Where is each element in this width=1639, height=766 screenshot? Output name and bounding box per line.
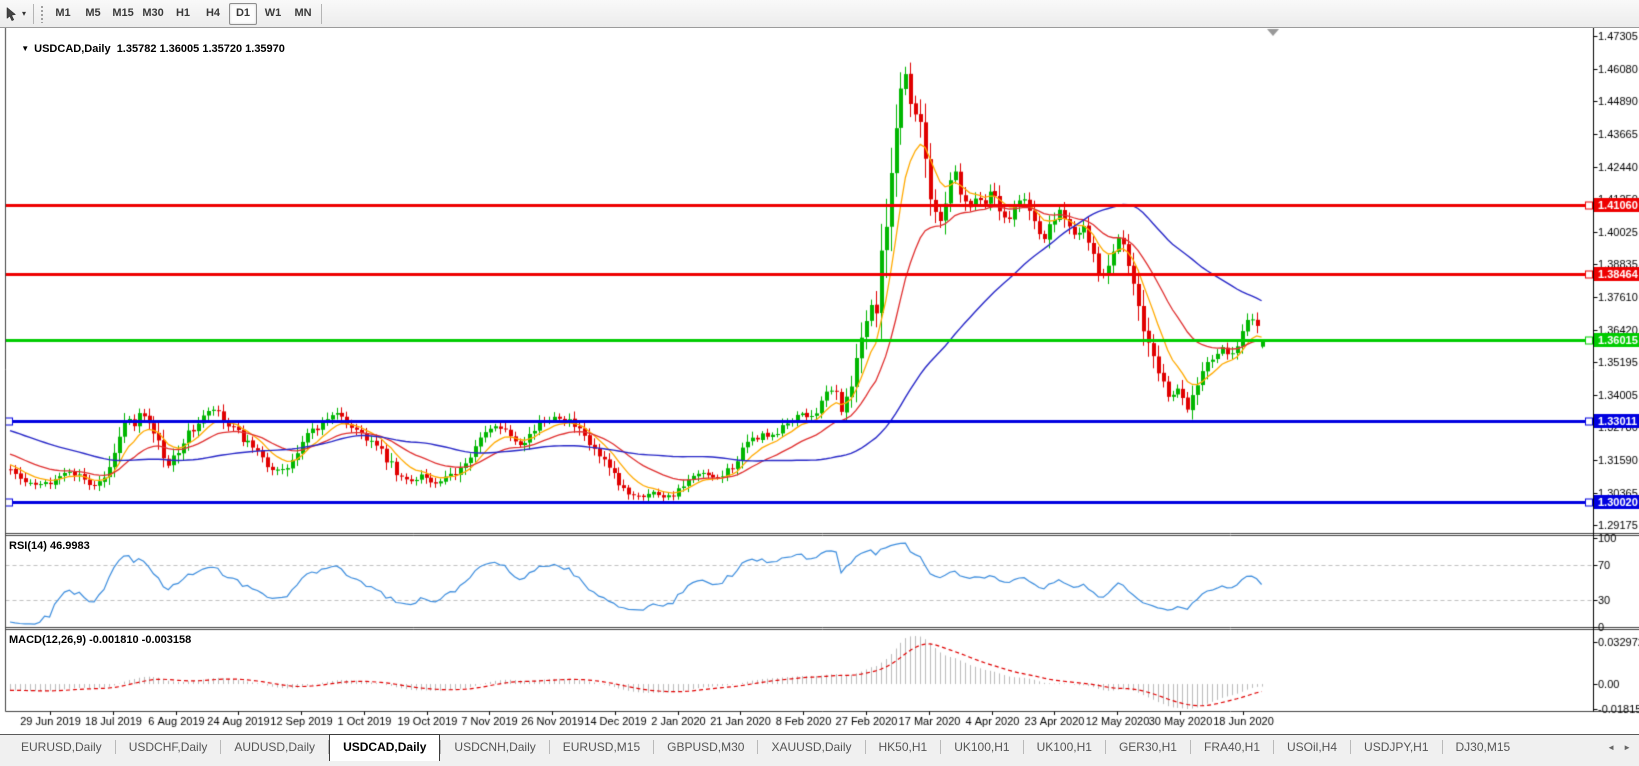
- chart-tab-ger30-h1[interactable]: GER30,H1: [1118, 740, 1177, 754]
- toolbar-separator: [33, 3, 35, 24]
- tab-divider: [864, 740, 866, 754]
- chart-tab-usdchf-daily[interactable]: USDCHF,Daily: [128, 740, 208, 754]
- price-chart-canvas[interactable]: [0, 28, 1639, 734]
- tab-divider: [1022, 740, 1024, 754]
- chart-tab-eurusd-m15[interactable]: EURUSD,M15: [562, 740, 641, 754]
- tab-divider: [220, 740, 222, 754]
- dropdown-caret-icon[interactable]: ▾: [22, 9, 27, 18]
- chart-tab-eurusd-daily[interactable]: EURUSD,Daily: [21, 740, 102, 754]
- tab-divider: [653, 740, 655, 754]
- chart-tab-audusd-daily[interactable]: AUDUSD,Daily: [234, 740, 316, 754]
- tab-divider: [1273, 740, 1275, 754]
- tab-scroll-left-icon[interactable]: ◄: [1607, 742, 1616, 752]
- tab-scroll-right-icon[interactable]: ►: [1623, 742, 1631, 752]
- chart-tab-fra40-h1[interactable]: FRA40,H1: [1203, 740, 1261, 754]
- chart-tab-usdjpy-h1[interactable]: USDJPY,H1: [1364, 740, 1429, 754]
- chart-tab-usdcnh-daily[interactable]: USDCNH,Daily: [454, 740, 536, 754]
- chart-cursor-icon[interactable]: [4, 6, 20, 22]
- tab-divider: [1441, 740, 1443, 754]
- timeframe-button-w1[interactable]: W1: [264, 6, 282, 19]
- chart-tab-gbpusd-m30[interactable]: GBPUSD,M30: [667, 740, 745, 754]
- tab-divider: [757, 740, 759, 754]
- timeframe-button-mn[interactable]: MN: [294, 6, 312, 19]
- tab-divider: [940, 740, 942, 754]
- timeframe-toolbar: ▾ M1 M5 M15 M30 H1 H4 D1 W1 MN: [0, 0, 1639, 28]
- toolbar-separator: [321, 3, 323, 24]
- chart-tab-usdcad-daily[interactable]: USDCAD,Daily: [329, 734, 441, 761]
- chart-tab-xauusd-daily[interactable]: XAUUSD,Daily: [771, 740, 852, 754]
- chart-tabs: EURUSD,Daily USDCHF,Daily AUDUSD,Daily USDC…: [8, 734, 1523, 761]
- timeframe-button-d1[interactable]: D1: [229, 2, 258, 25]
- chart-tab-uk100-h1[interactable]: UK100,H1: [954, 740, 1010, 754]
- chart-tabs-bar: EURUSD,Daily USDCHF,Daily AUDUSD,Daily USDC…: [0, 734, 1639, 766]
- timeframe-button-m30[interactable]: M30: [142, 6, 164, 19]
- tab-divider: [1104, 740, 1106, 754]
- tab-divider: [1350, 740, 1352, 754]
- tab-divider: [114, 740, 116, 754]
- tab-divider: [548, 740, 550, 754]
- timeframe-button-h1[interactable]: H1: [175, 6, 191, 19]
- toolbar-grip[interactable]: [40, 4, 46, 23]
- tab-divider: [1189, 740, 1191, 754]
- chart-tab-hk50-h1[interactable]: HK50,H1: [878, 740, 928, 754]
- chart-tab-usoil-h4[interactable]: USOil,H4: [1287, 740, 1338, 754]
- timeframe-button-m15[interactable]: M15: [112, 6, 134, 19]
- timeframe-button-h4[interactable]: H4: [205, 6, 221, 19]
- timeframe-button-m5[interactable]: M5: [85, 6, 101, 19]
- timeframe-button-m1[interactable]: M1: [55, 6, 71, 19]
- tab-scroll-arrows: ◄ ►: [1607, 735, 1639, 759]
- chart-tab-dj30-m15[interactable]: DJ30,M15: [1455, 740, 1511, 754]
- tab-divider: [328, 740, 330, 754]
- tab-divider: [440, 740, 442, 754]
- timeframe-buttons: M1 M5 M15 M30 H1 H4 D1 W1 MN: [48, 2, 318, 25]
- chart-tab-uk100-h1[interactable]: UK100,H1: [1036, 740, 1092, 754]
